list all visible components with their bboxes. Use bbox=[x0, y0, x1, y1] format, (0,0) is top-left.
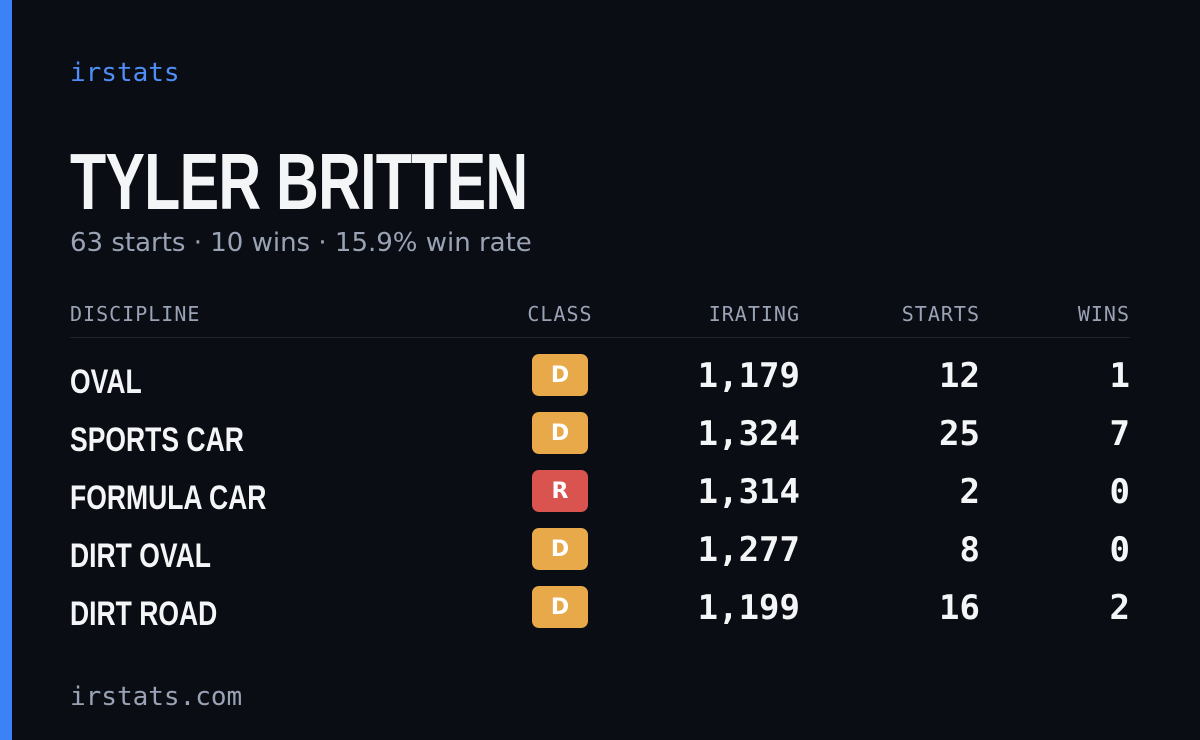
column-header: DISCIPLINE bbox=[70, 302, 201, 326]
class-badge: R bbox=[532, 470, 588, 512]
column-header: STARTS bbox=[901, 302, 980, 326]
wins: 1 bbox=[1109, 356, 1130, 396]
header-rule bbox=[70, 337, 1130, 338]
accent-stripe bbox=[0, 0, 12, 740]
irating: 1,179 bbox=[697, 356, 800, 396]
wins: 0 bbox=[1109, 530, 1130, 570]
starts: 2 bbox=[959, 472, 980, 512]
column-header: CLASS bbox=[527, 302, 593, 326]
discipline: DIRT ROAD bbox=[70, 595, 218, 633]
discipline: SPORTS CAR bbox=[70, 421, 244, 459]
class-badge: D bbox=[532, 586, 588, 628]
starts: 12 bbox=[939, 356, 980, 396]
discipline: FORMULA CAR bbox=[70, 479, 267, 517]
driver-name: TYLER BRITTEN bbox=[70, 137, 528, 226]
brand: irstats bbox=[70, 58, 180, 88]
irating: 1,199 bbox=[697, 588, 800, 628]
starts: 8 bbox=[959, 530, 980, 570]
wins: 7 bbox=[1109, 414, 1130, 454]
starts: 25 bbox=[939, 414, 980, 454]
discipline: DIRT OVAL bbox=[70, 537, 211, 575]
irating: 1,277 bbox=[697, 530, 800, 570]
wins: 0 bbox=[1109, 472, 1130, 512]
footer: irstats.com bbox=[70, 682, 243, 712]
irating: 1,314 bbox=[697, 472, 800, 512]
discipline: OVAL bbox=[70, 363, 142, 401]
class-badge: D bbox=[532, 354, 588, 396]
column-header: IRATING bbox=[708, 302, 800, 326]
starts: 16 bbox=[939, 588, 980, 628]
class-badge: D bbox=[532, 412, 588, 454]
class-badge: D bbox=[532, 528, 588, 570]
wins: 2 bbox=[1109, 588, 1130, 628]
irating: 1,324 bbox=[697, 414, 800, 454]
column-header: WINS bbox=[1077, 302, 1130, 326]
driver-summary: 63 starts · 10 wins · 15.9% win rate bbox=[70, 228, 532, 258]
